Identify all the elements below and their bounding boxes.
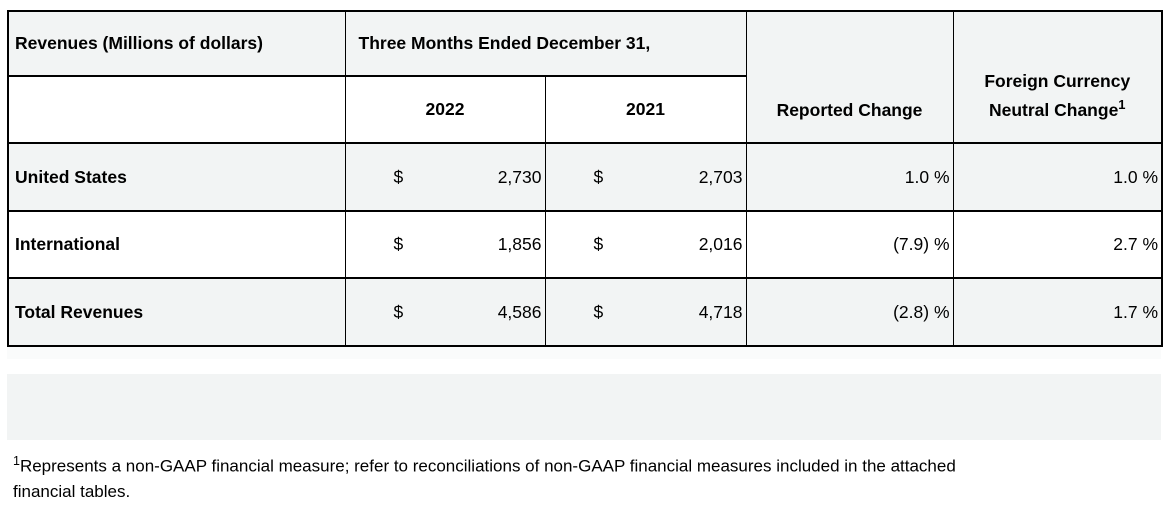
fcn-change-cell: 1.0 % bbox=[952, 142, 1163, 212]
row-label-cell: International bbox=[7, 210, 346, 279]
amount-2021-cell: $ 2,016 bbox=[544, 210, 747, 279]
fcn-header-cell: Foreign Currency Neutral Change1 bbox=[952, 10, 1163, 144]
footnote-marker: 1 bbox=[13, 454, 20, 468]
empty-header-cell bbox=[7, 75, 346, 144]
period-header-cell: Three Months Ended December 31, bbox=[344, 10, 747, 77]
amount-2022-cell: $ 2,730 bbox=[344, 142, 546, 212]
footnote: 1Represents a non-GAAP financial measure… bbox=[13, 449, 1161, 504]
amount-value: 2,703 bbox=[698, 166, 743, 187]
header-row-years: 2022 2021 bbox=[7, 75, 1162, 144]
amount-2021-cell: $ 2,703 bbox=[544, 142, 747, 212]
row-label-cell: Total Revenues bbox=[7, 277, 346, 347]
row-label-cell: United States bbox=[7, 142, 346, 212]
amount-value: 1,856 bbox=[497, 234, 542, 254]
fcn-header-line1: Foreign Currency bbox=[984, 71, 1131, 92]
amount-value: 2,016 bbox=[698, 234, 743, 254]
amount-2022-cell: $ 1,856 bbox=[344, 210, 546, 279]
year-2022-header-cell: 2022 bbox=[344, 75, 546, 144]
reported-change-cell: 1.0 % bbox=[745, 142, 954, 212]
spacer-band bbox=[7, 374, 1161, 440]
fcn-header-line2: Neutral Change bbox=[988, 100, 1119, 120]
reported-change-cell: (2.8) % bbox=[745, 277, 954, 347]
amount-2021-cell: $ 4,718 bbox=[544, 277, 747, 347]
amount-value: 4,586 bbox=[497, 301, 542, 322]
year-2021-header-cell: 2021 bbox=[544, 75, 747, 144]
reported-change-header-cell: Reported Change bbox=[745, 10, 954, 144]
footnote-line1: Represents a non-GAAP financial measure;… bbox=[19, 456, 956, 476]
table-row-united-states: United States $ 2,730 $ 2,703 1.0 % 1.0 … bbox=[7, 142, 1163, 212]
dollar-sign: $ bbox=[393, 166, 404, 187]
fcn-change-cell: 1.7 % bbox=[952, 277, 1163, 347]
table-row-total-revenues: Total Revenues $ 4,586 $ 4,718 (2.8) % 1… bbox=[7, 277, 1163, 347]
amount-2022-cell: $ 4,586 bbox=[344, 277, 546, 347]
amount-value: 4,718 bbox=[698, 301, 743, 322]
dollar-sign: $ bbox=[593, 301, 604, 322]
corner-header-cell: Revenues (Millions of dollars) bbox=[7, 10, 346, 77]
fcn-change-cell: 2.7 % bbox=[952, 210, 1163, 279]
dollar-sign: $ bbox=[593, 166, 604, 187]
dollar-sign: $ bbox=[393, 234, 404, 254]
header-row-period: Revenues (Millions of dollars) Three Mon… bbox=[7, 10, 1163, 144]
reported-change-header-label: Reported Change bbox=[776, 100, 923, 120]
reported-change-cell: (7.9) % bbox=[745, 210, 954, 279]
dollar-sign: $ bbox=[393, 301, 404, 322]
amount-value: 2,730 bbox=[497, 166, 542, 187]
divider-strip bbox=[7, 347, 1161, 359]
dollar-sign: $ bbox=[593, 234, 604, 254]
revenue-table: Revenues (Millions of dollars) Three Mon… bbox=[7, 10, 1163, 347]
fcn-superscript: 1 bbox=[1118, 97, 1126, 113]
footnote-line2: financial tables. bbox=[13, 481, 131, 501]
table-row-international: International $ 1,856 $ 2,016 (7.9) % 2.… bbox=[7, 210, 1163, 279]
